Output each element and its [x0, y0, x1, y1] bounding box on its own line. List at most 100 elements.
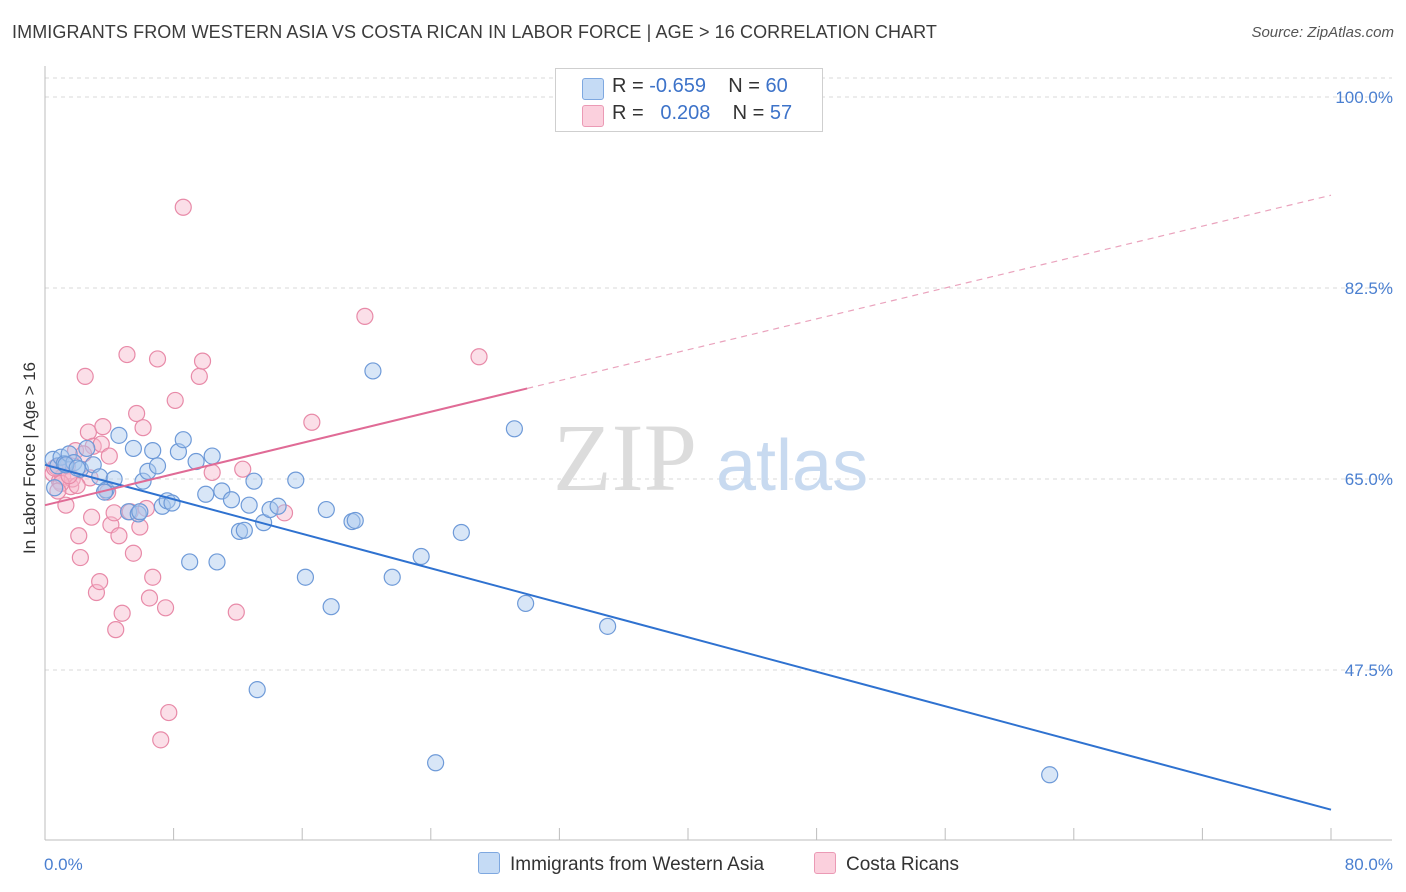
data-point-costa-ricans [356, 307, 374, 325]
data-point-western-asia [110, 426, 128, 444]
bottom-legend-label: Costa Ricans [846, 854, 959, 875]
data-point-western-asia [78, 439, 96, 458]
data-point-western-asia [269, 497, 287, 515]
data-point-costa-ricans [190, 367, 208, 386]
legend-r-label: R = [612, 75, 644, 97]
data-point-western-asia [452, 523, 470, 542]
data-point-western-asia [46, 479, 64, 497]
bottom-legend-label: Immigrants from Western Asia [510, 854, 765, 875]
data-point-costa-ricans [100, 447, 118, 465]
data-point-costa-ricans [148, 350, 167, 368]
data-point-western-asia [131, 503, 149, 521]
gridlines [45, 77, 1392, 671]
data-point-costa-ricans [91, 572, 109, 591]
data-point-costa-ricans [124, 544, 143, 562]
data-point-western-asia [412, 547, 430, 566]
data-point-costa-ricans [105, 504, 123, 522]
x-tick-label: 80.0% [1345, 855, 1393, 874]
watermark-zip: ZIP [553, 404, 697, 511]
data-point-western-asia [427, 754, 445, 772]
y-tick-label: 47.5% [1345, 661, 1393, 680]
watermark: ZIP atlas [553, 404, 868, 511]
data-point-western-asia [505, 420, 523, 438]
data-point-costa-ricans [234, 460, 252, 478]
axes [44, 66, 1392, 841]
data-point-western-asia [1041, 766, 1059, 784]
data-point-western-asia [60, 445, 78, 463]
x-tick-label: 0.0% [44, 855, 83, 874]
data-point-costa-ricans [152, 731, 170, 749]
bottom-legend-swatch-blue [478, 852, 500, 874]
data-point-western-asia [144, 442, 162, 460]
data-point-western-asia [517, 594, 535, 613]
data-point-costa-ricans [71, 548, 89, 567]
data-point-costa-ricans [83, 508, 101, 526]
data-point-western-asia [322, 598, 340, 616]
data-point-western-asia [248, 681, 266, 699]
data-point-costa-ricans [144, 568, 162, 586]
data-point-costa-ricans [113, 604, 131, 622]
data-point-costa-ricans [110, 527, 128, 545]
legend-r-value: -0.659 [649, 75, 706, 97]
data-point-costa-ricans [131, 518, 149, 536]
data-point-western-asia [599, 617, 617, 635]
data-point-western-asia [240, 496, 258, 514]
data-point-costa-ricans [79, 423, 98, 441]
data-point-costa-ricans [94, 418, 112, 436]
data-point-western-asia [222, 491, 241, 509]
data-point-costa-ricans [470, 348, 488, 366]
data-point-western-asia [364, 362, 382, 380]
trend-line-western-asia [44, 463, 1332, 811]
data-point-costa-ricans [128, 404, 146, 423]
chart-title: IMMIGRANTS FROM WESTERN ASIA VS COSTA RI… [12, 22, 938, 42]
data-point-costa-ricans [140, 589, 159, 607]
bottom-legend-swatch-pink [814, 852, 836, 874]
data-point-western-asia [148, 457, 167, 475]
bottom-legend-costa-ricans: Costa Ricans [814, 852, 959, 876]
legend-n-value: 60 [765, 75, 788, 97]
data-point-costa-ricans [275, 504, 294, 522]
data-point-western-asia [383, 568, 401, 586]
y-tick-label: 65.0% [1345, 470, 1393, 489]
data-point-costa-ricans [107, 621, 125, 639]
data-point-western-asia [124, 439, 143, 458]
trend-line-costa-ricans [44, 387, 528, 507]
trend-line-costa-ricans-extension [527, 194, 1332, 389]
data-point-western-asia [317, 500, 335, 519]
trend-lines [44, 194, 1332, 811]
data-point-costa-ricans [49, 482, 67, 500]
data-point-western-asia [153, 497, 171, 515]
data-point-costa-ricans [174, 198, 192, 216]
data-point-western-asia [197, 485, 215, 503]
data-point-western-asia [235, 521, 253, 539]
legend-n-label: N = [728, 75, 760, 97]
data-point-western-asia [181, 553, 199, 571]
data-point-costa-ricans [193, 352, 212, 370]
data-point-western-asia [296, 568, 315, 586]
data-point-western-asia [213, 482, 231, 500]
legend-r-label: R = [612, 102, 644, 124]
y-tick-labels: 47.5% 65.0% 82.5% 100.0% [1335, 88, 1393, 680]
data-point-costa-ricans [227, 603, 245, 621]
legend-n-label: N = [732, 102, 765, 124]
y-tick-label: 100.0% [1335, 88, 1393, 107]
x-tick-labels: 0.0% 80.0% [44, 855, 1393, 874]
data-point-costa-ricans [76, 367, 94, 386]
legend-swatch-pink [582, 105, 604, 127]
watermark-atlas: atlas [716, 426, 868, 506]
data-point-costa-ricans [166, 391, 184, 410]
legend-n-value: 57 [769, 102, 793, 124]
data-point-western-asia [287, 471, 305, 489]
legend-r-value: 0.208 [660, 102, 711, 124]
y-tick-label: 82.5% [1345, 279, 1393, 298]
bottom-legend-western-asia: Immigrants from Western Asia [478, 852, 764, 876]
data-point-costa-ricans [70, 527, 88, 545]
series-western-asia [44, 362, 1059, 784]
data-point-costa-ricans [87, 583, 106, 602]
chart-source: Source: ZipAtlas.com [1251, 24, 1394, 41]
data-point-costa-ricans [118, 345, 136, 364]
legend-swatch-blue [582, 78, 604, 100]
data-point-costa-ricans [160, 703, 178, 722]
correlation-legend: R = -0.659 N = 60 R = 0.208 N = 57 [555, 68, 823, 132]
